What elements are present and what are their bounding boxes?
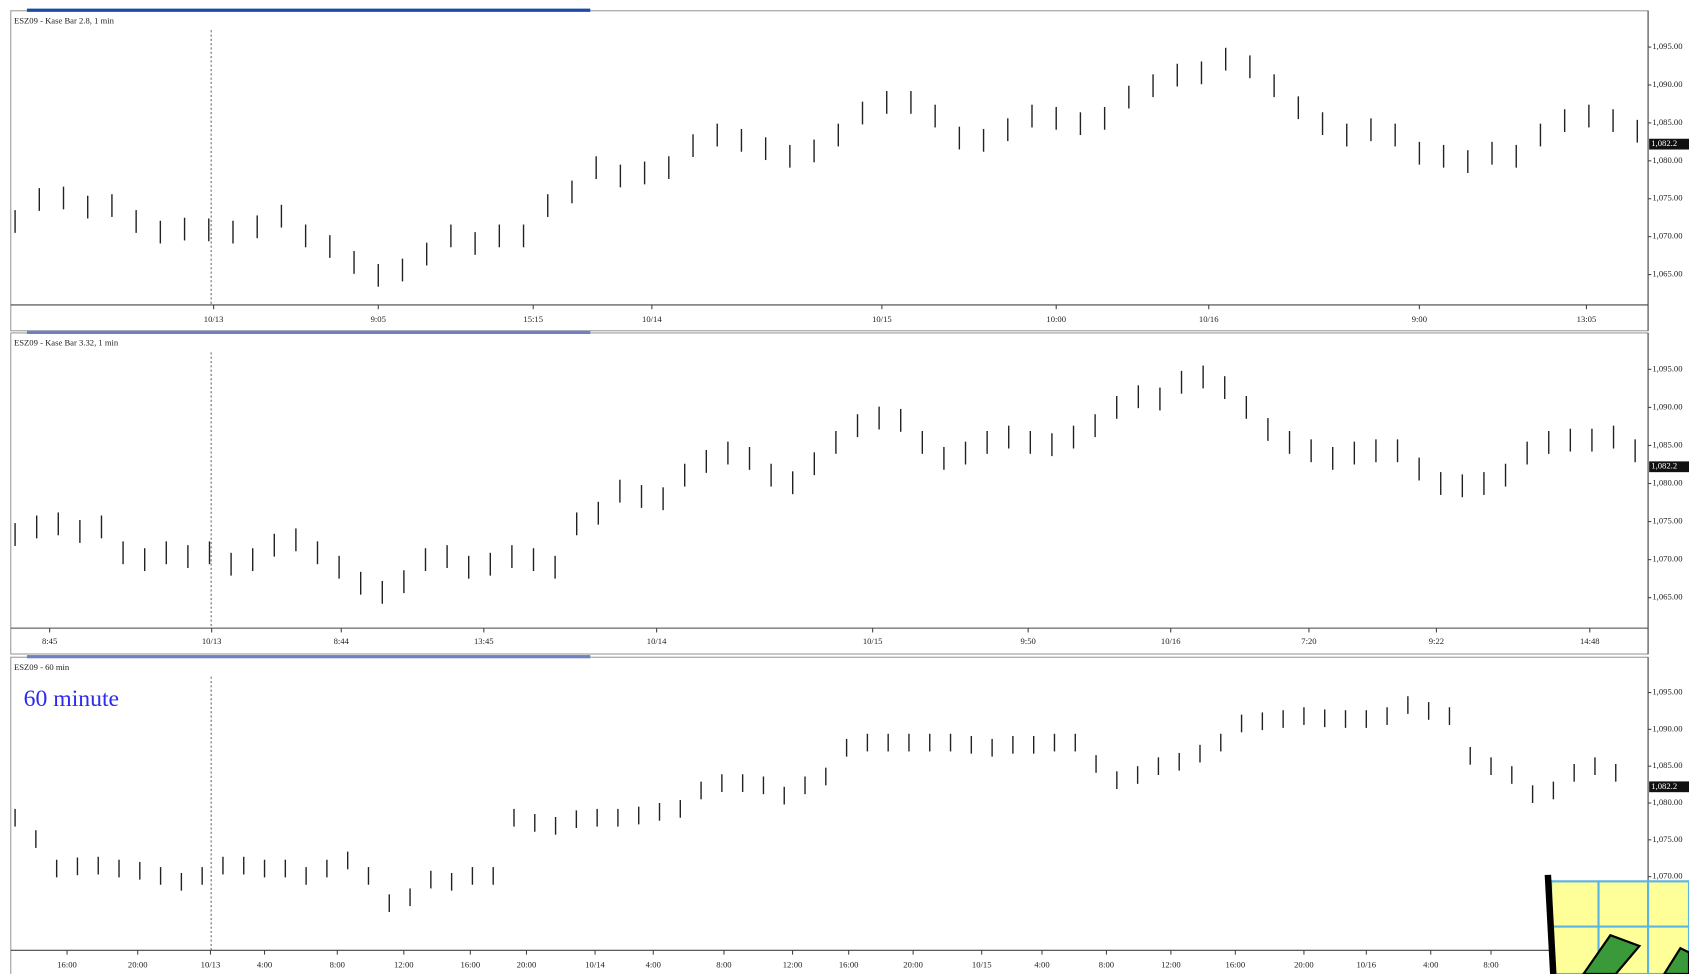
x-tick-label: 10/16: [1199, 314, 1219, 324]
x-tick-label: 15:15: [523, 314, 543, 324]
y-tick-label: 1,085.00: [1652, 439, 1682, 449]
x-tick-label: 7:20: [1301, 636, 1316, 646]
x-tick-label: 20:00: [903, 959, 923, 969]
y-tick-label: 1,085.00: [1652, 117, 1682, 127]
x-tick-label: 4:00: [1423, 959, 1438, 969]
y-tick-label: 1,095.00: [1652, 686, 1682, 696]
panel-title: ESZ09 - 60 min: [14, 662, 70, 672]
chart-panel: ESZ09 - Kase Bar 3.32, 1 min 1,095.00 1,09…: [10, 330, 1689, 655]
annotation: 60 minute: [24, 686, 119, 712]
progress-bar: [26, 330, 591, 335]
x-tick-label: 12:00: [1161, 959, 1181, 969]
chart-panel: ESZ09 - 60 min 60 minute 1,095.00 1,090.00 1…: [10, 655, 1689, 974]
y-tick-label: 1,070.00: [1652, 871, 1682, 881]
y-tick-label: 1,075.00: [1652, 834, 1682, 844]
progress-bar: [26, 8, 591, 12]
x-tick-label: 9:05: [371, 314, 386, 324]
x-tick-label: 20:00: [128, 959, 148, 969]
y-tick-label: 1,090.00: [1652, 79, 1682, 89]
x-tick-label: 10/15: [872, 314, 892, 324]
x-tick-label: 10/13: [202, 636, 222, 646]
panel-title: ESZ09 - Kase Bar 3.32, 1 min: [14, 338, 119, 348]
y-tick-label: 1,090.00: [1652, 401, 1682, 411]
y-tick-label: 1,095.00: [1652, 41, 1682, 51]
x-tick-label: 12:00: [783, 959, 803, 969]
x-tick-label: 10/16: [1161, 636, 1181, 646]
y-tick-label: 1,080.00: [1652, 477, 1682, 487]
clip-art-money: [1582, 933, 1642, 974]
last-price-label: 1,082.2: [1651, 781, 1677, 791]
x-tick-label: 10/14: [647, 636, 667, 646]
clip-art: [1544, 874, 1689, 974]
x-tick-label: 20:00: [1294, 959, 1314, 969]
x-tick-label: 4:00: [257, 959, 272, 969]
progress-bar: [26, 655, 591, 659]
x-tick-label: 10/14: [642, 314, 662, 324]
last-price-box: [1649, 461, 1689, 473]
x-tick-label: 12:00: [394, 959, 414, 969]
x-tick-label: 16:00: [461, 959, 481, 969]
y-tick-label: 1,080.00: [1652, 797, 1682, 807]
x-tick-label: 8:00: [330, 959, 345, 969]
x-tick-label: 10/14: [585, 959, 605, 969]
chart-panel: ESZ09 - Kase Bar 2.8, 1 min 1,095.00 1,090…: [10, 8, 1689, 332]
x-tick-label: 20:00: [517, 959, 537, 969]
x-tick-label: 16:00: [1226, 959, 1246, 969]
x-tick-label: 8:45: [42, 636, 57, 646]
y-tick-label: 1,090.00: [1652, 723, 1682, 733]
x-tick-label: 9:00: [1412, 314, 1427, 324]
y-tick-label: 1,065.00: [1652, 269, 1682, 279]
x-tick-label: 16:00: [839, 959, 859, 969]
x-tick-label: 8:44: [334, 636, 350, 646]
clip-art-money: [1662, 946, 1689, 974]
y-tick-label: 1,075.00: [1652, 193, 1682, 203]
x-tick-label: 10/16: [1356, 959, 1376, 969]
last-price-box: [1649, 138, 1689, 150]
panels: ESZ09 - Kase Bar 2.8, 1 min 1,095.00 1,090…: [10, 8, 1689, 974]
x-tick-label: 10:00: [1046, 314, 1066, 324]
x-tick-label: 8:00: [1099, 959, 1114, 969]
x-tick-label: 4:00: [646, 959, 661, 969]
x-tick-label: 13:45: [474, 636, 494, 646]
y-tick-label: 1,095.00: [1652, 363, 1682, 373]
x-tick-label: 8:00: [716, 959, 731, 969]
x-tick-label: 14:48: [1580, 636, 1600, 646]
x-tick-label: 13:05: [1577, 314, 1597, 324]
clip-art-pole: [1544, 874, 1557, 974]
y-tick-label: 1,085.00: [1652, 760, 1682, 770]
last-price-label: 1,082.2: [1651, 138, 1677, 148]
x-tick-label: 10/13: [204, 314, 224, 324]
last-price-box: [1649, 781, 1689, 793]
x-tick-label: 8:00: [1483, 959, 1498, 969]
x-tick-label: 9:50: [1021, 636, 1036, 646]
panel-title: ESZ09 - Kase Bar 2.8, 1 min: [14, 16, 115, 26]
y-tick-label: 1,070.00: [1652, 231, 1682, 241]
y-tick-label: 1,080.00: [1652, 155, 1682, 165]
x-tick-label: 10/15: [972, 959, 992, 969]
y-tick-label: 1,065.00: [1652, 592, 1682, 602]
x-tick-label: 9:22: [1429, 636, 1444, 646]
x-tick-label: 16:00: [57, 959, 77, 969]
x-tick-label: 10/13: [201, 959, 221, 969]
x-tick-label: 4:00: [1034, 959, 1049, 969]
x-tick-label: 10/15: [863, 636, 883, 646]
y-tick-label: 1,070.00: [1652, 554, 1682, 564]
y-tick-label: 1,075.00: [1652, 516, 1682, 526]
last-price-label: 1,082.2: [1651, 461, 1677, 471]
